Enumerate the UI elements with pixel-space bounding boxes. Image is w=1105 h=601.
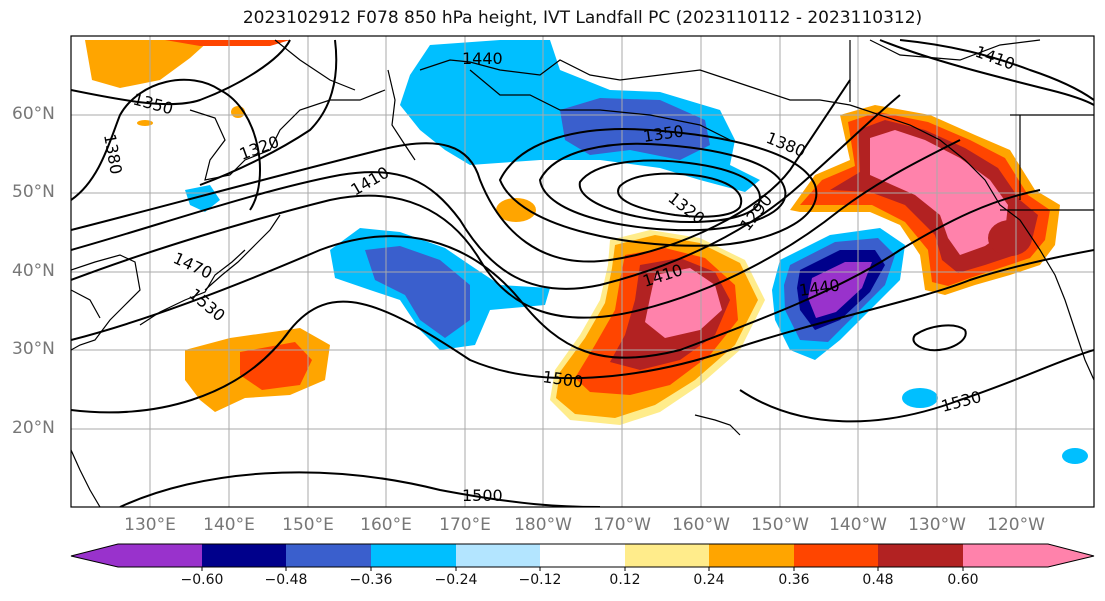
- contour-1410: [71, 79, 851, 263]
- colorbar-tick-label: 0.24: [693, 572, 725, 588]
- ivt-blob-mexico: [1062, 448, 1088, 464]
- lon-label: 140°E: [203, 515, 255, 535]
- colorbar-tick-label: 0.48: [862, 572, 894, 588]
- ivt-patch-central-neg-mid: [365, 246, 470, 338]
- contour-1440: [71, 94, 901, 290]
- colorbar-bin: [286, 544, 371, 567]
- lon-label: 160°W: [672, 515, 730, 535]
- contour-1350-west: [71, 39, 291, 106]
- contour-1500-south: [119, 471, 601, 507]
- contour-1530-south: [71, 249, 1094, 414]
- colorbar-tick-label: 0.60: [947, 572, 979, 588]
- map-frame: [70, 35, 1095, 508]
- contour-1290-low: [617, 172, 743, 218]
- colorbar-bin: [963, 544, 1048, 567]
- colorbar-tick-label: 0.12: [609, 572, 641, 588]
- colorbar-bin: [794, 544, 878, 567]
- colorbar-bin: [371, 544, 456, 567]
- contour-1530-east: [739, 349, 1094, 423]
- ivt-patch-central-pos-strong: [645, 268, 722, 338]
- ivt-patch-kamchatka-core: [165, 40, 290, 46]
- contour-1380-west: [71, 78, 261, 211]
- lon-label: 170°W: [593, 515, 651, 535]
- contour-1320-low: [578, 159, 762, 224]
- lon-label: 130°E: [124, 515, 176, 535]
- contour-1380-north: [879, 39, 1094, 106]
- ivt-blob-hawaii-east: [902, 388, 938, 408]
- ivt-patch-kamchatka: [85, 40, 210, 88]
- contour-1470: [71, 139, 961, 319]
- lat-label: 60°N: [12, 104, 55, 124]
- lon-label: 130°W: [908, 515, 966, 535]
- colorbar-bin: [540, 544, 625, 567]
- colorbar-outline: [70, 543, 1095, 568]
- contour-ring-east: [912, 324, 967, 352]
- colorbar-bin: [625, 544, 709, 567]
- lat-label: 30°N: [12, 339, 55, 359]
- lon-label: 170°E: [439, 515, 491, 535]
- contour-1320-west: [199, 39, 338, 186]
- colorbar-tick-label: −0.36: [349, 572, 393, 588]
- contour-label: 1500: [462, 486, 503, 505]
- colorbar-bin: [118, 544, 202, 567]
- lon-label: 120°W: [987, 515, 1045, 535]
- colorbar-extend-high: [1048, 544, 1094, 567]
- contour-label: 1440: [462, 49, 503, 68]
- map-title: 2023102912 F078 850 hPa height, IVT Land…: [242, 8, 923, 28]
- contour-1500: [71, 189, 1041, 359]
- lon-label: 180°W: [514, 515, 572, 535]
- ivt-patch-wpac-core: [240, 342, 312, 390]
- colorbar-tick-label: −0.60: [180, 572, 224, 588]
- lat-label: 50°N: [12, 182, 55, 202]
- colorbar-bin: [709, 544, 794, 567]
- contour-1380-low: [498, 128, 818, 247]
- ivt-shading: [85, 40, 1088, 464]
- ivt-blob-west: [185, 185, 220, 212]
- colorbar-bin: [878, 544, 963, 567]
- ivt-blob-aleutian: [496, 198, 536, 222]
- colorbar-bin: [456, 544, 540, 567]
- lon-label: 150°E: [282, 515, 334, 535]
- colorbar: [70, 543, 1095, 571]
- lat-label: 40°N: [12, 261, 55, 281]
- colorbar-tick-label: −0.24: [434, 572, 478, 588]
- colorbar-tick-label: 0.36: [778, 572, 810, 588]
- colorbar-tick-label: −0.12: [518, 572, 562, 588]
- lon-label: 160°E: [360, 515, 412, 535]
- height-contours: [71, 39, 1094, 507]
- colorbar-extend-low: [71, 544, 118, 567]
- ivt-blob-coast-dark: [988, 220, 1032, 256]
- contour-1350-low: [538, 142, 787, 232]
- coastlines: [71, 39, 1094, 507]
- contour-1410-north: [899, 39, 1094, 101]
- colorbar-bin: [202, 544, 286, 567]
- lat-label: 20°N: [12, 418, 55, 438]
- ivt-blob-sea: [137, 120, 153, 126]
- colorbar-tick-label: −0.48: [264, 572, 308, 588]
- lon-label: 140°W: [829, 515, 887, 535]
- lon-label: 150°W: [751, 515, 809, 535]
